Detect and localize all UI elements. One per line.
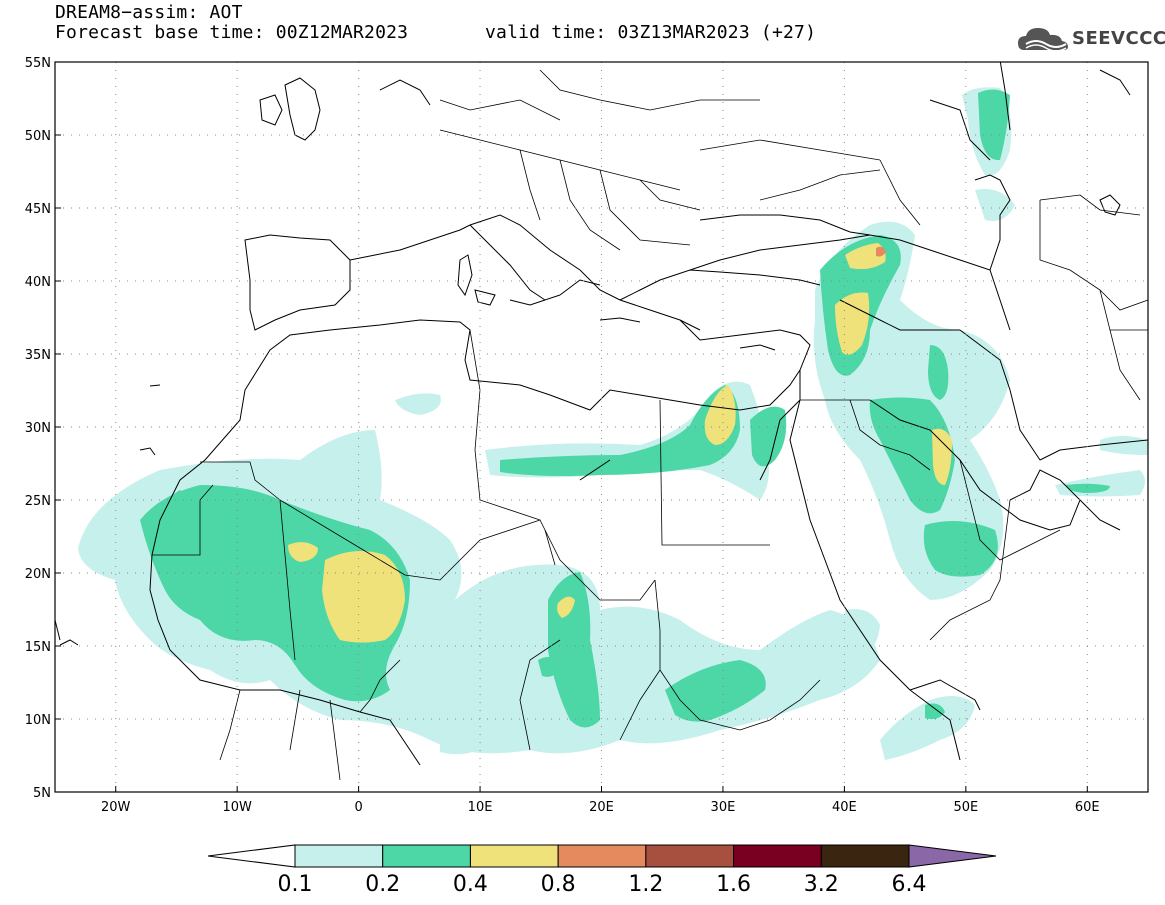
aot-level-0-8 [876,246,886,257]
colorbar-label: 0.1 [278,872,313,897]
longitude-labels: 20W 10W 0 10E 20E 30E 40E 50E 60E [101,786,1100,815]
title-product: DREAM8−assim: AOT [55,2,243,23]
colorbar-label: 1.2 [628,872,663,897]
lat-label: 50N [25,129,51,144]
coastlines [55,62,1148,766]
lon-label: 20E [589,800,614,815]
aot-level-0-1 [78,87,1148,760]
lon-label: 50E [953,800,978,815]
lat-label: 20N [25,567,51,582]
logo-text: SEEVCCC [1072,28,1165,49]
seevccc-logo: SEEVCCC [1016,22,1165,56]
colorbar: 0.1 0.2 0.4 0.8 1.2 1.6 3.2 6.4 [207,844,997,897]
aot-level-0-4 [288,243,952,643]
lat-label: 5N [33,786,51,801]
colorbar-swatch [294,844,384,868]
lat-label: 15N [25,640,51,655]
colorbar-swatch [733,844,822,868]
colorbar-swatch [382,844,471,868]
lon-label: 40E [832,800,857,815]
lat-label: 30N [25,421,51,436]
colorbar-swatch [645,844,735,868]
map-grid [55,62,1148,792]
colorbar-swatch [469,844,559,868]
lat-label: 55N [25,56,51,71]
lat-label: 25N [25,494,51,509]
colorbar-swatch [820,844,910,868]
colorbar-label: 1.6 [716,872,751,897]
colorbar-over-triangle [908,844,997,868]
country-borders [152,69,1148,781]
colorbar-label: 0.4 [453,872,488,897]
latitude-labels: 55N 50N 45N 40N 35N 30N 25N 20N 15N 10N 5N [25,56,61,801]
aot-level-0-2 [140,89,1110,728]
title-base-time: Forecast base time: 00Z12MAR2023 [55,22,409,43]
lon-label: 0 [354,800,362,815]
lat-label: 40N [25,275,51,290]
cloud-icon [1018,28,1068,52]
colorbar-label: 0.8 [541,872,576,897]
aot-field [78,87,1148,760]
lat-label: 10N [25,713,51,728]
lat-label: 45N [25,202,51,217]
colorbar-under-triangle [207,844,296,868]
lon-label: 30E [711,800,736,815]
title-valid-time: valid time: 03Z13MAR2023 (+27) [485,22,817,43]
lon-label: 10E [468,800,493,815]
lon-label: 20W [101,800,131,815]
colorbar-label: 3.2 [804,872,839,897]
colorbar-label: 0.2 [365,872,400,897]
colorbar-label: 6.4 [892,872,927,897]
lon-label: 10W [222,800,252,815]
colorbar-swatch [557,844,647,868]
lat-label: 35N [25,348,51,363]
lon-label: 60E [1075,800,1100,815]
islands [59,69,1131,646]
